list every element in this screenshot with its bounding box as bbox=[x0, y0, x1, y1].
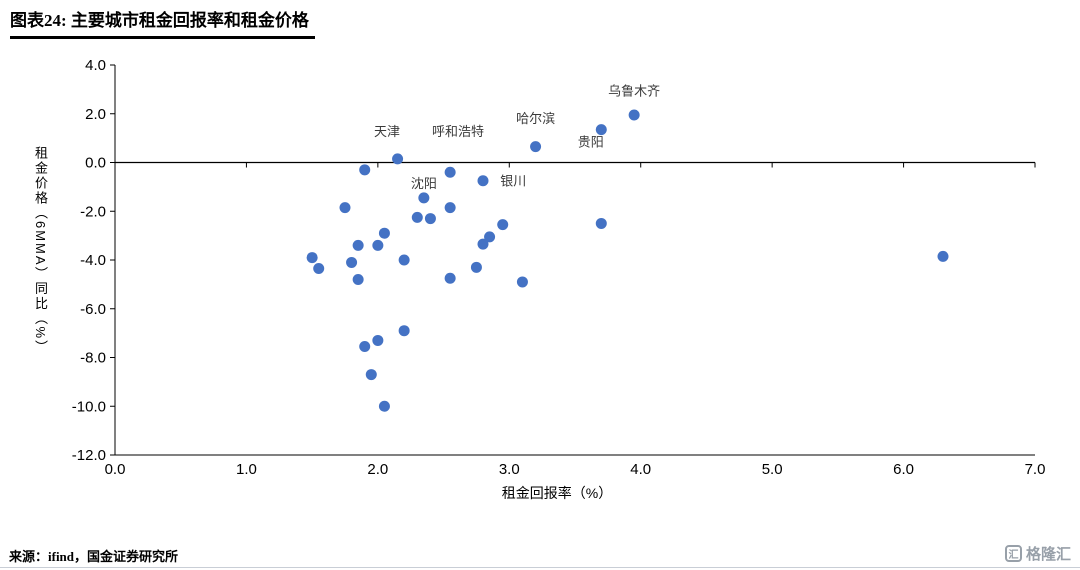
data-point bbox=[352, 274, 364, 285]
x-axis-title: 租金回报率（%） bbox=[502, 485, 612, 501]
data-point-labeled bbox=[628, 109, 640, 121]
city-label: 呼和浩特 bbox=[432, 124, 484, 139]
x-tick-label: 5.0 bbox=[762, 461, 783, 478]
data-point bbox=[346, 256, 358, 268]
data-point-labeled bbox=[477, 175, 489, 187]
data-point bbox=[365, 369, 377, 381]
y-tick-label: -4.0 bbox=[80, 252, 106, 269]
data-point bbox=[484, 231, 496, 243]
data-point bbox=[398, 254, 410, 266]
y-tick-label: -12.0 bbox=[72, 447, 106, 464]
y-tick-label: -6.0 bbox=[80, 301, 106, 318]
data-point bbox=[372, 334, 384, 346]
data-point bbox=[398, 325, 410, 337]
x-tick-label: 3.0 bbox=[499, 461, 520, 478]
gelonghui-logo: 汇 格隆汇 bbox=[1004, 543, 1071, 564]
y-tick-label: -10.0 bbox=[72, 398, 106, 415]
gelonghui-icon: 汇 bbox=[1004, 545, 1022, 562]
data-point bbox=[516, 276, 528, 288]
data-point-labeled bbox=[444, 166, 456, 178]
data-point bbox=[595, 217, 607, 229]
data-point bbox=[937, 250, 949, 262]
city-label: 贵阳 bbox=[578, 135, 604, 150]
city-label: 银川 bbox=[500, 174, 526, 189]
city-label: 沈阳 bbox=[411, 176, 437, 191]
data-point-labeled bbox=[392, 153, 404, 165]
data-point bbox=[497, 219, 509, 231]
city-label: 天津 bbox=[374, 124, 400, 139]
y-axis-title: 租金价格（6MMA）同比（%） bbox=[33, 146, 48, 356]
x-tick-label: 7.0 bbox=[1025, 461, 1046, 478]
y-tick-label: 2.0 bbox=[85, 106, 106, 123]
city-label: 哈尔滨 bbox=[516, 111, 555, 126]
data-point bbox=[378, 400, 390, 412]
data-point bbox=[372, 239, 384, 251]
chart-title: 图表24: 主要城市租金回报率和租金价格 bbox=[10, 6, 315, 39]
data-point bbox=[313, 263, 325, 275]
data-point bbox=[352, 239, 364, 251]
source-note: 来源：ifind，国金证券研究所 bbox=[9, 549, 179, 564]
data-point-labeled bbox=[595, 124, 607, 136]
data-point bbox=[359, 164, 371, 176]
data-point-labeled bbox=[530, 141, 542, 153]
data-point bbox=[378, 227, 390, 239]
data-point-labeled bbox=[418, 192, 430, 204]
x-tick-label: 1.0 bbox=[236, 461, 257, 478]
x-tick-label: 4.0 bbox=[630, 461, 651, 478]
x-tick-label: 2.0 bbox=[367, 461, 388, 478]
gelonghui-logo-text: 格隆汇 bbox=[1025, 546, 1071, 563]
data-point bbox=[424, 213, 436, 225]
bottom-divider bbox=[0, 567, 1080, 568]
data-point bbox=[444, 202, 456, 214]
x-tick-label: 6.0 bbox=[893, 461, 914, 478]
data-point bbox=[470, 261, 482, 273]
y-tick-label: 0.0 bbox=[85, 155, 106, 172]
data-point bbox=[477, 238, 489, 250]
y-tick-label: 4.0 bbox=[85, 57, 106, 74]
y-tick-label: -8.0 bbox=[80, 350, 106, 367]
x-tick-label: 0.0 bbox=[105, 461, 126, 478]
data-point bbox=[411, 211, 423, 223]
city-label: 乌鲁木齐 bbox=[608, 83, 660, 98]
scatter-chart: 4.02.00.0-2.0-4.0-6.0-8.0-10.0-12.00.0 1.… bbox=[72, 57, 1046, 501]
data-point bbox=[444, 272, 456, 284]
data-point bbox=[359, 341, 371, 353]
y-tick-label: -2.0 bbox=[80, 203, 106, 220]
data-point bbox=[339, 202, 351, 214]
data-point bbox=[306, 252, 318, 264]
